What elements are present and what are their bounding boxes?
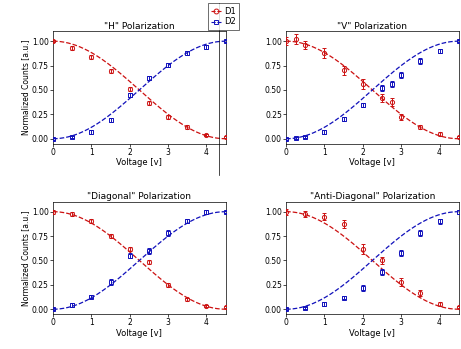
X-axis label: Voltage [v]: Voltage [v] bbox=[349, 158, 396, 167]
Y-axis label: Normalized Counts [a.u.]: Normalized Counts [a.u.] bbox=[22, 40, 30, 135]
X-axis label: Voltage [v]: Voltage [v] bbox=[349, 329, 396, 337]
Title: "Diagonal" Polarization: "Diagonal" Polarization bbox=[87, 192, 191, 201]
X-axis label: Voltage [v]: Voltage [v] bbox=[116, 329, 162, 337]
Y-axis label: Normalized Counts [a.u.]: Normalized Counts [a.u.] bbox=[22, 210, 30, 306]
X-axis label: Voltage [v]: Voltage [v] bbox=[116, 158, 162, 167]
Title: "H" Polarization: "H" Polarization bbox=[104, 22, 175, 31]
Legend: D1, D2: D1, D2 bbox=[208, 3, 239, 30]
Title: "V" Polarization: "V" Polarization bbox=[337, 22, 408, 31]
Title: "Anti-Diagonal" Polarization: "Anti-Diagonal" Polarization bbox=[310, 192, 435, 201]
